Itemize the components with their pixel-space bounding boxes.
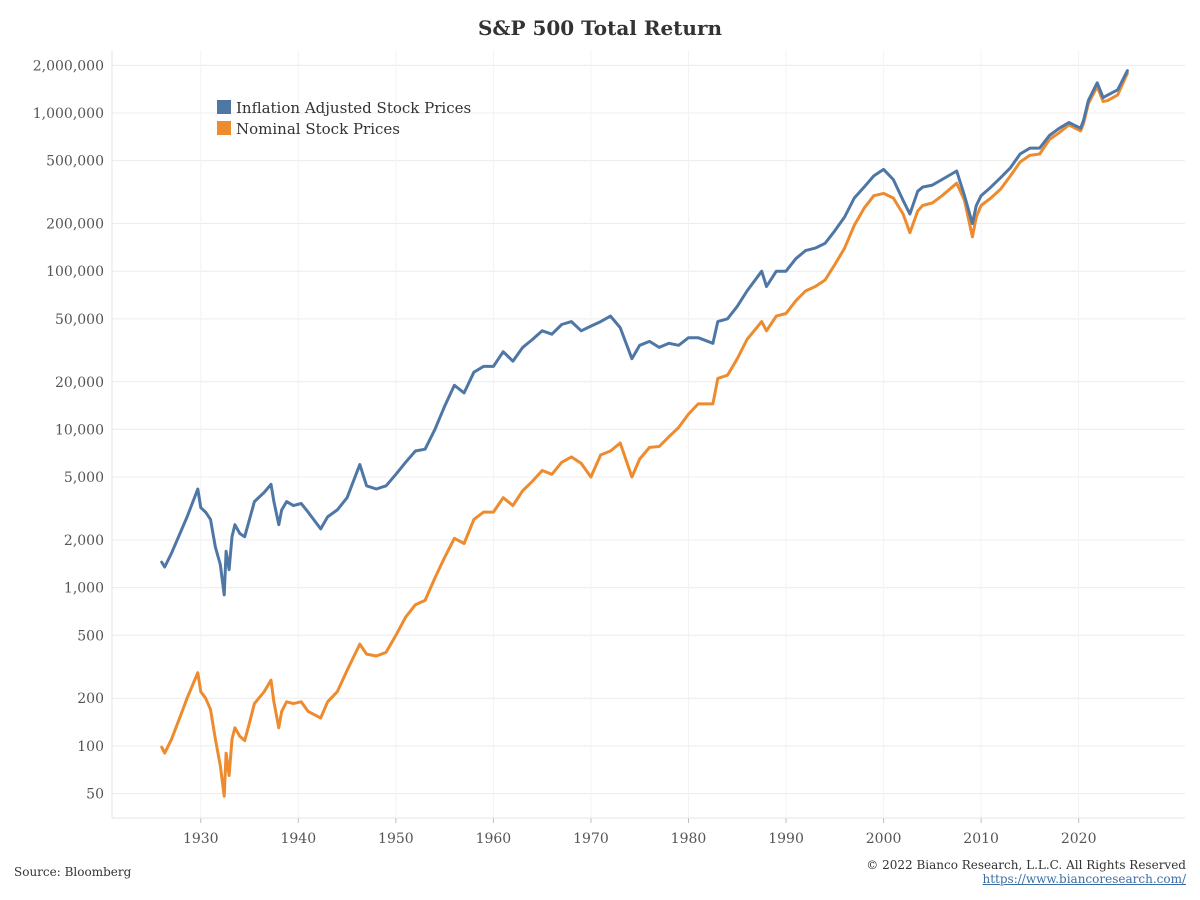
y-tick-label: 100,000	[46, 264, 104, 280]
x-tick-label: 2000	[866, 831, 902, 847]
gridlines	[112, 50, 1185, 818]
y-tick-label: 5,000	[64, 470, 104, 486]
legend-label: Nominal Stock Prices	[236, 120, 400, 138]
series-line-inflation-adjusted-stock-prices	[160, 69, 1129, 597]
x-tick-label: 1960	[476, 831, 512, 847]
x-tick-label: 1990	[768, 831, 804, 847]
y-tick-label: 10,000	[55, 422, 104, 438]
x-tick-label: 2020	[1061, 831, 1097, 847]
y-tick-label: 1,000,000	[33, 106, 104, 122]
y-tick-label: 2,000	[64, 533, 104, 549]
legend-swatch	[217, 100, 231, 114]
website-link[interactable]: https://www.biancoresearch.com/	[982, 872, 1186, 886]
y-tick-label: 200,000	[46, 217, 104, 233]
legend: Inflation Adjusted Stock Prices Nominal S…	[217, 99, 471, 138]
y-tick-label: 1,000	[64, 581, 104, 597]
y-tick-label: 500	[77, 628, 104, 644]
x-tick-label: 1930	[183, 831, 219, 847]
x-tick-label: 1970	[573, 831, 609, 847]
source-note: Source: Bloomberg	[14, 865, 132, 879]
chart-title: S&P 500 Total Return	[477, 16, 723, 40]
y-tick-label: 20,000	[55, 375, 104, 391]
x-tick-label: 1950	[378, 831, 414, 847]
x-tick-label: 1940	[280, 831, 316, 847]
y-tick-label: 50,000	[55, 312, 104, 328]
x-tick-label: 2010	[963, 831, 999, 847]
y-tick-label: 100	[77, 739, 104, 755]
legend-swatch	[217, 121, 231, 135]
x-tick-label: 1980	[671, 831, 707, 847]
y-tick-label: 500,000	[46, 154, 104, 170]
y-tick-label: 50	[86, 786, 104, 802]
series-lines	[160, 69, 1129, 798]
series-line-nominal-stock-prices	[160, 71, 1129, 798]
legend-label: Inflation Adjusted Stock Prices	[236, 99, 471, 117]
y-tick-label: 2,000,000	[33, 58, 104, 74]
copyright-note: © 2022 Bianco Research, L.L.C. All Right…	[866, 858, 1186, 872]
axes: 50 100 200 500 1,000 2,000 5,000 10,000 20,000 50…	[33, 50, 1185, 847]
y-tick-label: 200	[77, 691, 104, 707]
